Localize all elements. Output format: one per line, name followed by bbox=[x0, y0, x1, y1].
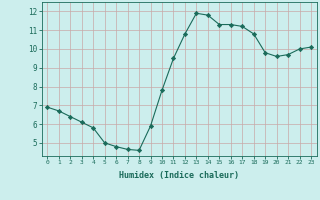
X-axis label: Humidex (Indice chaleur): Humidex (Indice chaleur) bbox=[119, 171, 239, 180]
